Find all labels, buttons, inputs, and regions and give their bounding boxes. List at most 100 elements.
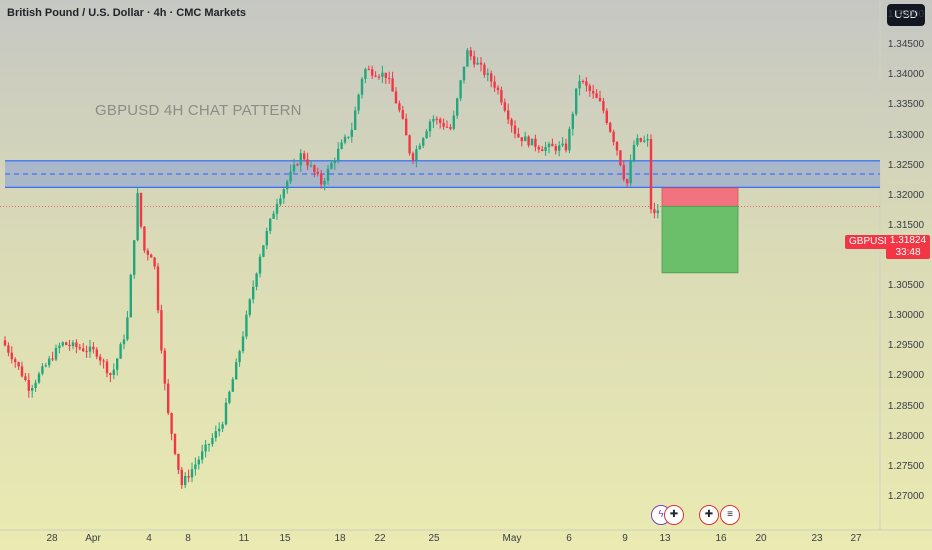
candle bbox=[561, 143, 564, 146]
candle bbox=[422, 138, 425, 146]
uk-flag-icon[interactable]: ✚ bbox=[664, 505, 684, 525]
price-tick-label: 1.28500 bbox=[887, 400, 925, 412]
candle bbox=[279, 198, 282, 205]
candle bbox=[17, 362, 20, 367]
candle bbox=[619, 150, 622, 166]
candle bbox=[337, 148, 340, 161]
candle bbox=[207, 444, 211, 446]
candle bbox=[394, 91, 398, 104]
candle bbox=[371, 69, 374, 76]
price-tick-label: 1.31500 bbox=[887, 219, 925, 231]
candle bbox=[398, 103, 401, 111]
candle bbox=[313, 165, 316, 173]
candle bbox=[643, 140, 646, 142]
candle bbox=[65, 342, 68, 345]
candle bbox=[105, 361, 109, 374]
candle bbox=[31, 387, 34, 391]
candle bbox=[303, 153, 306, 160]
candle bbox=[197, 459, 200, 465]
candle bbox=[204, 444, 207, 452]
candle bbox=[194, 464, 197, 470]
price-tick-label: 1.34000 bbox=[887, 69, 925, 81]
candle bbox=[513, 125, 517, 134]
candle bbox=[357, 94, 360, 111]
candle bbox=[3, 340, 7, 346]
candle bbox=[530, 138, 534, 146]
candle bbox=[248, 299, 251, 315]
candle bbox=[452, 115, 455, 129]
candle bbox=[184, 475, 187, 486]
candle bbox=[517, 133, 520, 138]
candle bbox=[581, 81, 585, 83]
candle bbox=[143, 226, 146, 251]
candle bbox=[262, 245, 265, 257]
candle bbox=[119, 344, 122, 359]
candle bbox=[598, 97, 602, 102]
currency-button[interactable]: USD bbox=[887, 4, 925, 26]
candle bbox=[575, 88, 578, 114]
price-tick-label: 1.29000 bbox=[887, 370, 925, 382]
candle bbox=[61, 342, 64, 346]
candle bbox=[41, 366, 44, 374]
time-tick-label: 22 bbox=[374, 533, 386, 544]
time-tick-label: 9 bbox=[622, 533, 628, 544]
candle bbox=[479, 62, 483, 65]
candle bbox=[20, 366, 24, 377]
candle bbox=[309, 165, 313, 167]
candle bbox=[173, 433, 177, 454]
candle bbox=[432, 118, 435, 122]
price-tick-label: 1.27500 bbox=[887, 460, 925, 472]
candle bbox=[367, 69, 370, 71]
price-tick-label: 1.33000 bbox=[887, 129, 925, 141]
candle bbox=[388, 77, 391, 79]
stop-loss-zone bbox=[661, 187, 739, 207]
candle bbox=[622, 165, 625, 180]
time-tick-label: 4 bbox=[146, 533, 152, 544]
candle bbox=[364, 69, 367, 79]
time-tick-label: 6 bbox=[566, 533, 572, 544]
price-tick-label: 1.33500 bbox=[887, 99, 925, 111]
candle bbox=[503, 102, 506, 111]
candle bbox=[415, 149, 418, 161]
candle bbox=[238, 351, 241, 363]
candle bbox=[639, 138, 642, 142]
candle bbox=[609, 122, 612, 132]
time-tick-label: 23 bbox=[811, 533, 823, 544]
candle bbox=[629, 161, 632, 184]
candle bbox=[588, 85, 591, 91]
candle bbox=[333, 160, 336, 164]
candle bbox=[564, 143, 568, 151]
candle bbox=[71, 342, 75, 347]
candle bbox=[190, 469, 194, 478]
uk-flag-icon[interactable]: ✚ bbox=[699, 505, 719, 525]
candle bbox=[95, 349, 98, 357]
candle bbox=[466, 50, 469, 67]
candle bbox=[391, 78, 394, 92]
candle bbox=[500, 89, 503, 103]
candle bbox=[537, 146, 540, 150]
candle bbox=[469, 50, 472, 57]
candle bbox=[258, 256, 262, 274]
bar-countdown: 33:48 bbox=[895, 247, 921, 258]
candle bbox=[75, 342, 78, 348]
candle bbox=[146, 250, 149, 255]
time-tick-label: 16 bbox=[715, 533, 727, 544]
candle bbox=[568, 128, 571, 151]
us-flag-icon[interactable]: ≡ bbox=[720, 505, 740, 525]
candle bbox=[646, 139, 649, 141]
chart-annotation-text[interactable]: GBPUSD 4H CHAT PATTERN bbox=[95, 102, 302, 119]
candle bbox=[235, 362, 238, 380]
candle bbox=[350, 129, 353, 137]
time-tick-label: 11 bbox=[238, 533, 250, 544]
candle bbox=[585, 81, 588, 86]
candle bbox=[14, 359, 17, 363]
candle bbox=[150, 254, 153, 258]
candle bbox=[656, 210, 659, 214]
candle bbox=[595, 93, 598, 98]
candle bbox=[241, 336, 245, 352]
current-price-value: 1.31824 bbox=[889, 235, 927, 246]
time-tick-label: 18 bbox=[334, 533, 346, 544]
candle bbox=[615, 141, 619, 151]
candle bbox=[272, 213, 275, 219]
